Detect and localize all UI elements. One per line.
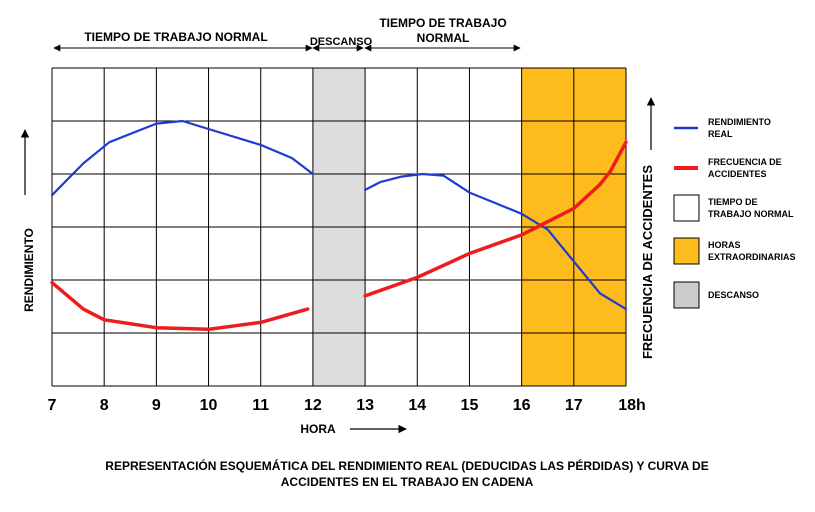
y-axis-label-right: FRECUENCIA DE ACCIDENTES <box>640 165 655 359</box>
frecuencia-line-1 <box>363 140 628 298</box>
legend: RENDIMIENTO REAL FRECUENCIA DE ACCIDENTES TI… <box>673 117 796 309</box>
x-tick-label: 14 <box>408 397 426 414</box>
period-normal-2: TIEMPO DE TRABAJO NORMAL <box>364 16 521 52</box>
legend-item-descanso: DESCANSO <box>673 281 759 309</box>
x-tick-label: 10 <box>200 397 218 414</box>
legend-swatch-descanso <box>673 281 700 309</box>
period-descanso: DESCANSO <box>310 36 373 52</box>
x-tick-label: 16 <box>513 397 531 414</box>
legend-label-normal-line2: TRABAJO NORMAL <box>708 209 794 219</box>
legend-label-extra-line1: HORAS <box>708 240 741 250</box>
legend-swatch-normal <box>673 194 700 222</box>
period-normal-1-label: TIEMPO DE TRABAJO NORMAL <box>84 30 267 44</box>
period-normal-2-label-line1: TIEMPO DE TRABAJO <box>379 16 506 30</box>
legend-label-descanso-line1: DESCANSO <box>708 290 759 300</box>
legend-label-frecuencia-line1: FRECUENCIA DE <box>708 157 782 167</box>
x-tick-label: 9 <box>152 397 161 414</box>
legend-label-normal-line1: TIEMPO DE <box>708 197 758 207</box>
caption-line1: REPRESENTACIÓN ESQUEMÁTICA DEL RENDIMIEN… <box>105 458 708 473</box>
legend-label-frecuencia-line2: ACCIDENTES <box>708 169 767 179</box>
x-tick-label: 17 <box>565 397 583 414</box>
legend-item-extra: HORAS EXTRAORDINARIAS <box>673 237 796 265</box>
x-tick-label: 11 <box>252 397 269 414</box>
x-tick-label: 15 <box>461 397 479 414</box>
legend-item-normal: TIEMPO DE TRABAJO NORMAL <box>673 194 794 222</box>
x-tick-label: 18h <box>618 397 646 414</box>
frecuencia-line-0 <box>50 280 310 332</box>
period-normal-2-label-line2: NORMAL <box>417 31 470 45</box>
legend-item-rendimiento: RENDIMIENTO REAL <box>674 117 771 139</box>
period-descanso-label: DESCANSO <box>310 36 373 48</box>
legend-swatch-extra <box>673 237 700 265</box>
x-tick-label: 7 <box>48 397 57 414</box>
series-lines <box>50 119 628 332</box>
legend-label-rendimiento-line2: REAL <box>708 129 733 139</box>
x-tick-label: 13 <box>356 397 374 414</box>
x-axis-label: HORA <box>300 422 336 436</box>
legend-label-extra-line2: EXTRAORDINARIAS <box>708 252 796 262</box>
x-tick-label: 8 <box>100 397 109 414</box>
x-tick-labels: 7 8 9 10 11 12 13 14 15 16 17 18h <box>48 397 646 414</box>
rendimiento-line-1 <box>364 172 628 311</box>
legend-item-frecuencia: FRECUENCIA DE ACCIDENTES <box>674 157 782 179</box>
y-axis-label-left: RENDIMIENTO <box>22 228 36 312</box>
caption-line2: ACCIDENTES EN EL TRABAJO EN CADENA <box>281 475 534 489</box>
period-normal-1: TIEMPO DE TRABAJO NORMAL <box>53 30 313 52</box>
rendimiento-line-0 <box>50 119 314 197</box>
grid <box>51 67 627 387</box>
legend-label-rendimiento-line1: RENDIMIENTO <box>708 117 771 127</box>
x-tick-label: 12 <box>304 397 322 414</box>
